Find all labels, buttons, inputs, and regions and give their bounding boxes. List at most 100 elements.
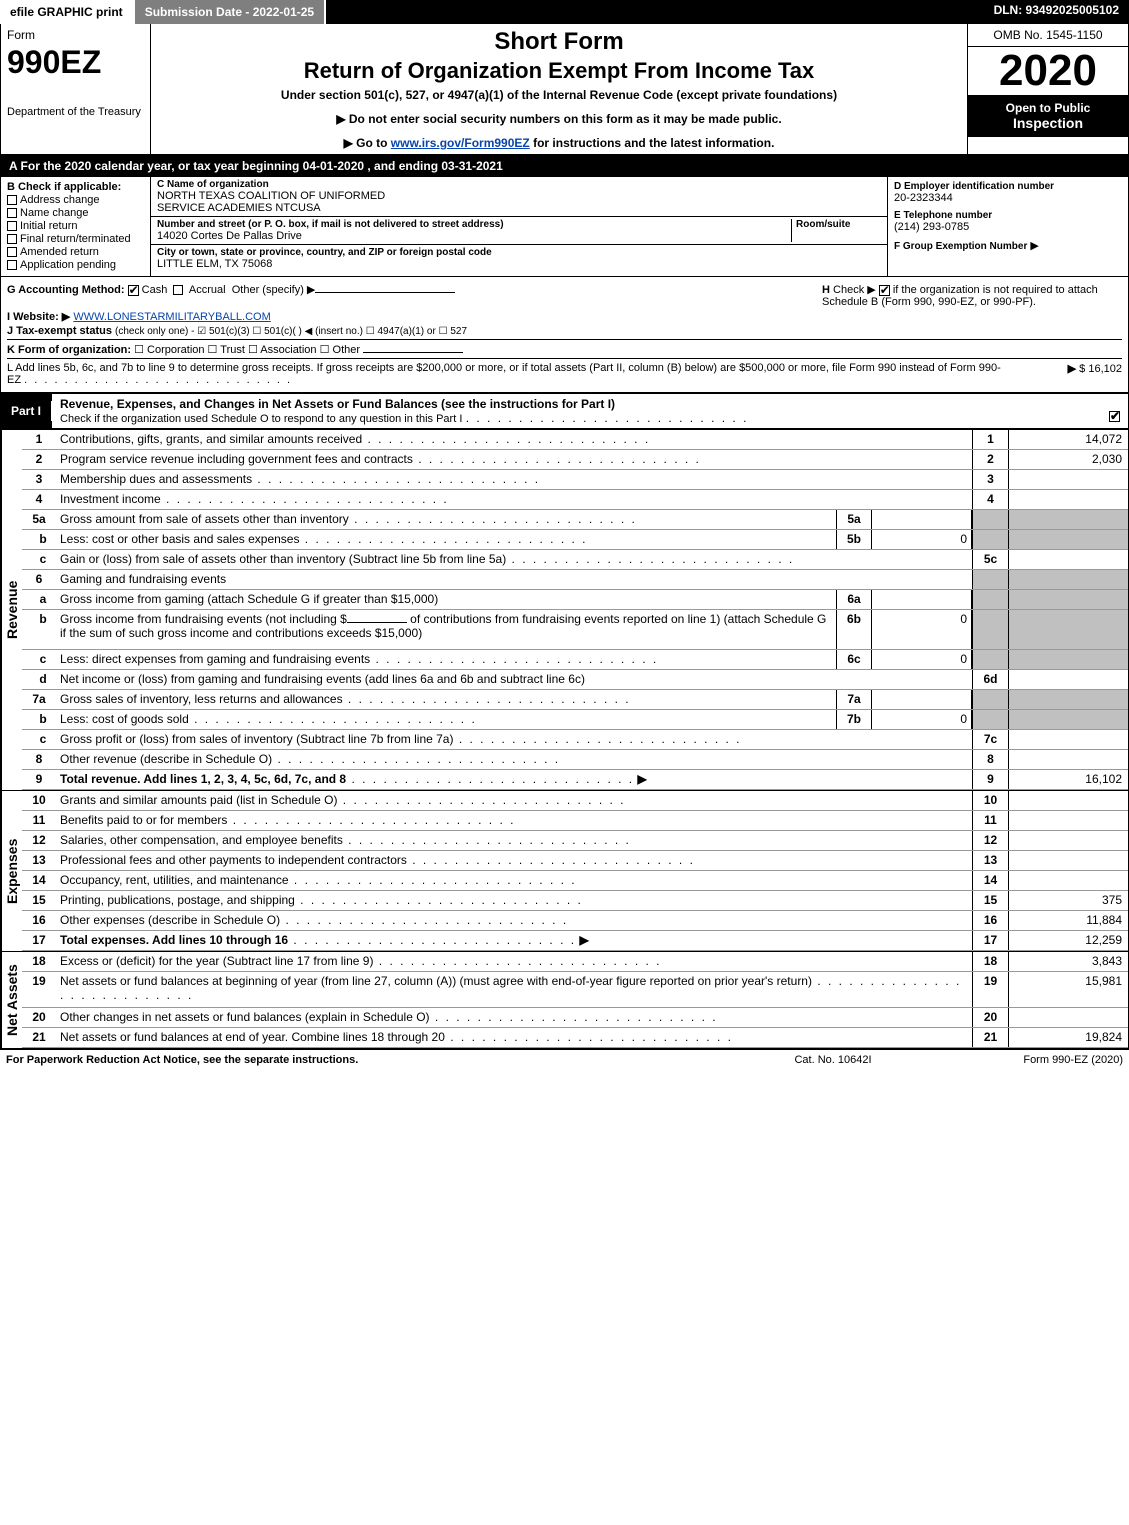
line-6b-desc: Gross income from fundraising events (no…: [56, 610, 836, 649]
line-10: 10 Grants and similar amounts paid (list…: [22, 791, 1128, 811]
org-name-row: C Name of organization NORTH TEXAS COALI…: [151, 177, 887, 217]
efile-print[interactable]: efile GRAPHIC print: [0, 0, 135, 24]
line-13-ln: 13: [972, 851, 1008, 870]
dept-treasury: Department of the Treasury: [7, 106, 144, 118]
chk-initial-return[interactable]: Initial return: [7, 220, 144, 232]
g-cash: Cash: [142, 284, 168, 296]
line-4-ln: 4: [972, 490, 1008, 509]
chk-accrual[interactable]: [173, 285, 183, 295]
open-inspection: Open to Public Inspection: [968, 95, 1128, 137]
line-1-desc: Contributions, gifts, grants, and simila…: [56, 430, 972, 449]
header-left: Form 990EZ Department of the Treasury: [1, 24, 151, 154]
line-5b-desc: Less: cost or other basis and sales expe…: [56, 530, 836, 549]
line-6c-lnpad: [972, 650, 1008, 669]
line-12-desc: Salaries, other compensation, and employ…: [56, 831, 972, 850]
g-accrual: Accrual: [189, 284, 226, 296]
j-label: J Tax-exempt status: [7, 325, 112, 337]
line-6a-valpad: [1008, 590, 1128, 609]
line-21-val: 19,824: [1008, 1028, 1128, 1047]
line-7a-desc: Gross sales of inventory, less returns a…: [56, 690, 836, 709]
chk-h[interactable]: [879, 285, 890, 296]
line-6: 6 Gaming and fundraising events: [22, 570, 1128, 590]
line-7a-iv: [872, 690, 972, 709]
line-7b: b Less: cost of goods sold 7b 0: [22, 710, 1128, 730]
org-info: C Name of organization NORTH TEXAS COALI…: [151, 177, 888, 276]
chk-address-change-label: Address change: [20, 194, 100, 206]
line-2-val: 2,030: [1008, 450, 1128, 469]
city-label: City or town, state or province, country…: [157, 247, 881, 258]
line-9-desc: Total revenue. Add lines 1, 2, 3, 4, 5c,…: [56, 770, 972, 789]
line-5a-desc: Gross amount from sale of assets other t…: [56, 510, 836, 529]
line-5c: c Gain or (loss) from sale of assets oth…: [22, 550, 1128, 570]
line-13-val: [1008, 851, 1128, 870]
chk-name-change-label: Name change: [20, 207, 89, 219]
note-link: ▶ Go to www.irs.gov/Form990EZ for instru…: [159, 136, 959, 150]
inspect1: Open to Public: [972, 101, 1124, 115]
line-19-desc: Net assets or fund balances at beginning…: [56, 972, 972, 1007]
footer-catno: Cat. No. 10642I: [723, 1054, 943, 1066]
row-g-h: G Accounting Method: Cash Accrual Other …: [7, 283, 1122, 308]
room-label: Room/suite: [796, 219, 881, 230]
line-1-num: 1: [22, 430, 56, 449]
j-text: (check only one) - ☑ 501(c)(3) ☐ 501(c)(…: [115, 326, 467, 337]
line-18-desc: Excess or (deficit) for the year (Subtra…: [56, 952, 972, 971]
line-16-num: 16: [22, 911, 56, 930]
line-6a-lnpad: [972, 590, 1008, 609]
line-14-ln: 14: [972, 871, 1008, 890]
line-12-ln: 12: [972, 831, 1008, 850]
org-city: LITTLE ELM, TX 75068: [157, 258, 881, 270]
part1-dots: [466, 411, 749, 425]
line-4: 4 Investment income 4: [22, 490, 1128, 510]
chk-application-pending-label: Application pending: [20, 259, 116, 271]
line-14-num: 14: [22, 871, 56, 890]
k-other-fill[interactable]: [363, 352, 463, 353]
line-6c-iv: 0: [872, 650, 972, 669]
website-link[interactable]: WWW.LONESTARMILITARYBALL.COM: [73, 311, 270, 323]
line-6b-num: b: [22, 610, 56, 649]
g-other-fill[interactable]: [315, 292, 455, 293]
info-right: D Employer identification number 20-2323…: [888, 177, 1128, 276]
line-21-ln: 21: [972, 1028, 1008, 1047]
chk-address-change[interactable]: Address change: [7, 194, 144, 206]
line-6b-lnpad: [972, 610, 1008, 649]
line-6b: b Gross income from fundraising events (…: [22, 610, 1128, 650]
chk-name-change[interactable]: Name change: [7, 207, 144, 219]
revenue-body: 1 Contributions, gifts, grants, and simi…: [22, 430, 1128, 790]
line-21: 21 Net assets or fund balances at end of…: [22, 1028, 1128, 1048]
line-19-ln: 19: [972, 972, 1008, 1007]
line-6a-in: 6a: [836, 590, 872, 609]
chk-amended-return[interactable]: Amended return: [7, 246, 144, 258]
form-word: Form: [7, 28, 144, 42]
line-3-val: [1008, 470, 1128, 489]
line-7b-desc: Less: cost of goods sold: [56, 710, 836, 729]
line-6b-in: 6b: [836, 610, 872, 649]
part1-checkbox[interactable]: [1109, 411, 1120, 422]
line-8-num: 8: [22, 750, 56, 769]
line-6b-iv: 0: [872, 610, 972, 649]
chk-application-pending[interactable]: Application pending: [7, 259, 144, 271]
line-5c-num: c: [22, 550, 56, 569]
form-header: Form 990EZ Department of the Treasury Sh…: [0, 24, 1129, 155]
f-label: F Group Exemption Number: [894, 241, 1027, 252]
line-5b-iv: 0: [872, 530, 972, 549]
line-7c-ln: 7c: [972, 730, 1008, 749]
d-label: D Employer identification number: [894, 181, 1122, 192]
line-2-desc: Program service revenue including govern…: [56, 450, 972, 469]
line-7c: c Gross profit or (loss) from sales of i…: [22, 730, 1128, 750]
line-18-val: 3,843: [1008, 952, 1128, 971]
irs-link[interactable]: www.irs.gov/Form990EZ: [391, 136, 530, 150]
chk-final-return[interactable]: Final return/terminated: [7, 233, 144, 245]
k-label: K Form of organization:: [7, 344, 131, 356]
chk-cash[interactable]: [128, 285, 139, 296]
g-label: G Accounting Method:: [7, 284, 125, 296]
line-7a-valpad: [1008, 690, 1128, 709]
line-5b-in: 5b: [836, 530, 872, 549]
line-15-ln: 15: [972, 891, 1008, 910]
line-5b-lnpad: [972, 530, 1008, 549]
h-text1: Check ▶: [833, 284, 876, 296]
line-17-val: 12,259: [1008, 931, 1128, 950]
line-6c-in: 6c: [836, 650, 872, 669]
line-10-val: [1008, 791, 1128, 810]
line-5a-num: 5a: [22, 510, 56, 529]
org-name1: NORTH TEXAS COALITION OF UNIFORMED: [157, 190, 881, 202]
